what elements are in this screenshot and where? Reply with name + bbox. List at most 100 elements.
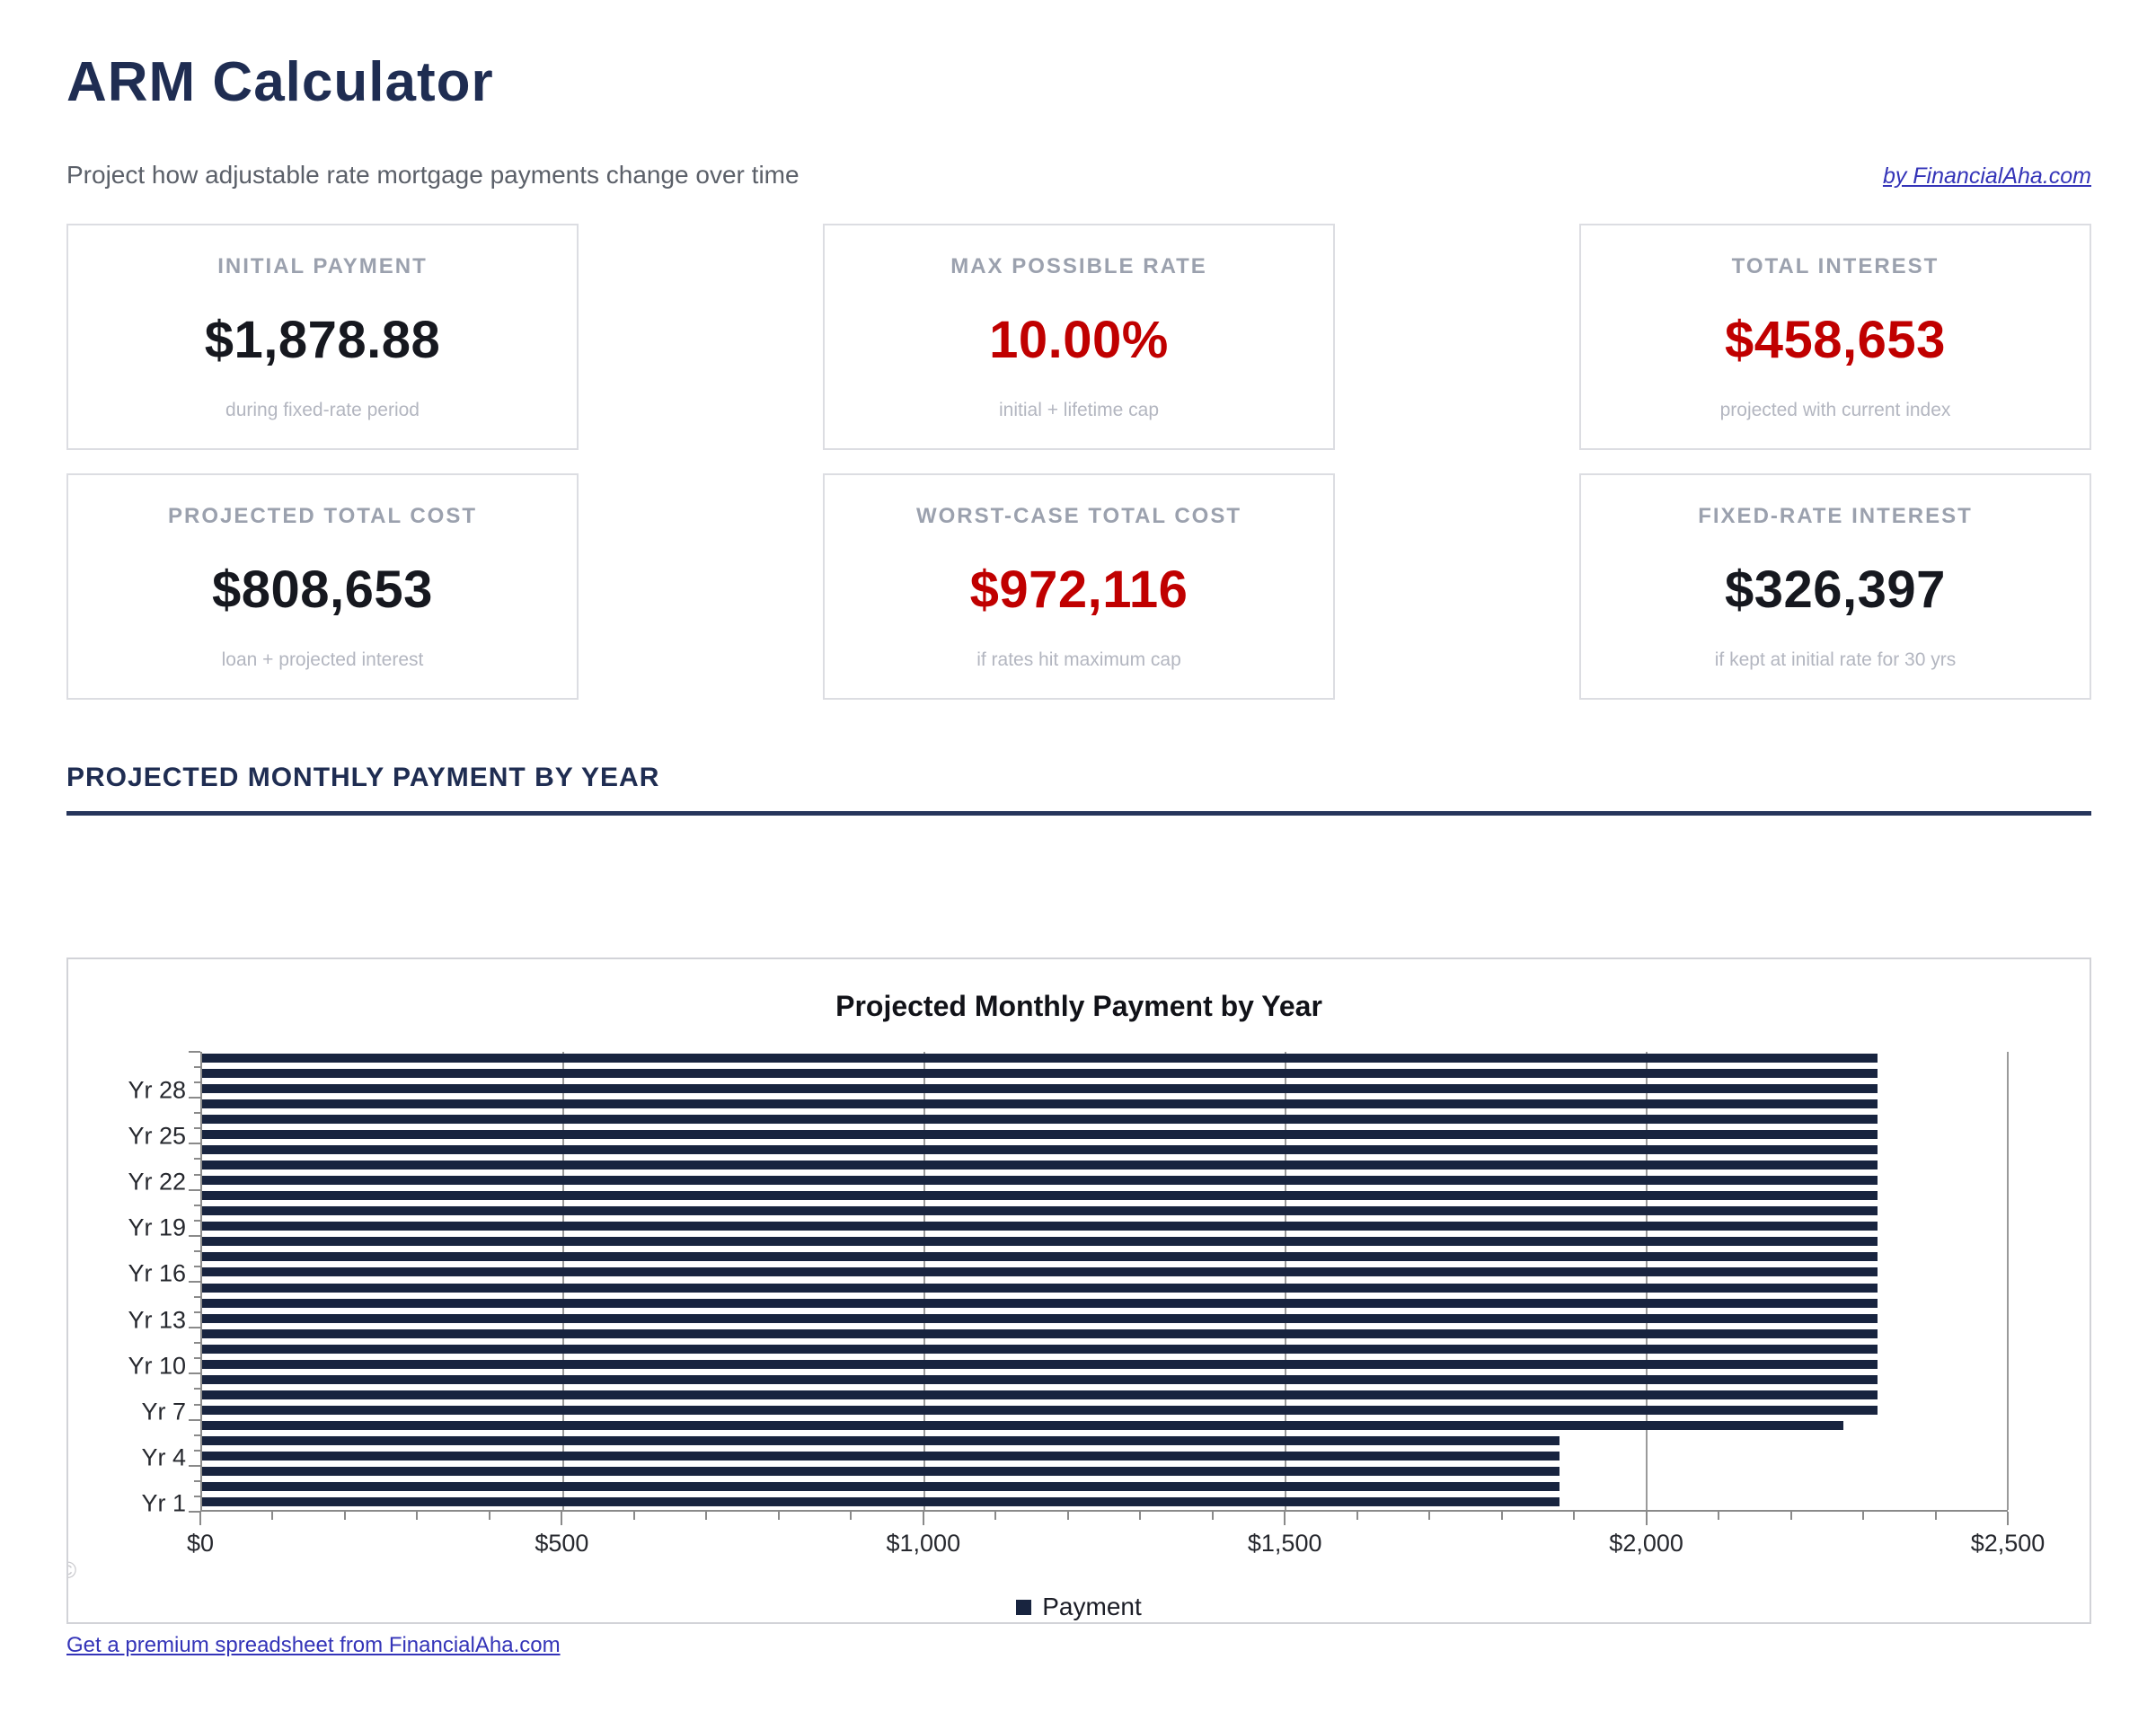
y-axis-tick: [189, 1051, 200, 1053]
stat-card-value: 10.00%: [989, 310, 1169, 369]
x-axis-tick: [705, 1512, 708, 1520]
y-axis-tick: [194, 1066, 200, 1069]
bar-yr-15: [202, 1283, 1878, 1293]
chart-title: Projected Monthly Payment by Year: [835, 990, 1322, 1022]
page-subtitle: Project how adjustable rate mortgage pay…: [66, 161, 800, 189]
x-axis-tick: [1862, 1512, 1865, 1520]
stat-card-subtext: projected with current index: [1719, 400, 1951, 420]
stat-card-label: INITIAL PAYMENT: [217, 254, 428, 278]
y-axis-tick: [194, 1219, 200, 1222]
x-axis-tick: [1934, 1512, 1937, 1520]
premium-spreadsheet-link[interactable]: Get a premium spreadsheet from Financial…: [66, 1633, 561, 1657]
y-axis-label-yr-13: Yr 13: [128, 1306, 186, 1334]
y-axis-tick: [194, 1173, 200, 1176]
x-axis-tick: [271, 1512, 274, 1520]
y-axis-tick: [194, 1296, 200, 1299]
stat-card-label: WORST-CASE TOTAL COST: [915, 504, 1241, 528]
bar-yr-27: [202, 1099, 1878, 1108]
x-axis-tick: [199, 1512, 201, 1525]
stat-card-label: FIXED-RATE INTEREST: [1698, 504, 1973, 528]
y-axis-label-yr-22: Yr 22: [128, 1168, 186, 1196]
stat-card-projected-total-cost: PROJECTED TOTAL COST $808,653 loan + proje…: [66, 473, 579, 700]
y-axis-tick: [194, 1449, 200, 1452]
x-axis-tick: [488, 1512, 490, 1520]
x-axis-tick: [1066, 1512, 1069, 1520]
y-axis-tick: [194, 1204, 200, 1206]
stat-card-value: $808,653: [212, 560, 433, 619]
bar-yr-8: [202, 1390, 1878, 1399]
y-axis-tick: [189, 1234, 200, 1237]
y-axis-tick: [189, 1418, 200, 1421]
bar-yr-28: [202, 1083, 1878, 1093]
stat-card-value: $458,653: [1725, 310, 1946, 369]
x-axis-label: $2,500: [1970, 1530, 2046, 1557]
stat-card-initial-payment: INITIAL PAYMENT $1,878.88 during fixed-rat…: [66, 224, 579, 450]
bar-yr-30: [202, 1053, 1878, 1063]
chart-legend: Payment: [68, 1593, 2090, 1621]
bar-yr-29: [202, 1068, 1878, 1078]
x-axis-tick: [1428, 1512, 1431, 1520]
y-axis-tick: [194, 1495, 200, 1497]
bar-yr-23: [202, 1161, 1878, 1169]
stat-card-subtext: initial + lifetime cap: [999, 400, 1159, 420]
y-axis-tick: [194, 1311, 200, 1314]
x-axis-tick: [1500, 1512, 1503, 1520]
stat-card-label: TOTAL INTEREST: [1731, 254, 1940, 278]
stat-card-max-possible-rate: MAX POSSIBLE RATE 10.00% initial + lifetim…: [823, 224, 1335, 450]
bar-yr-1: [202, 1497, 1560, 1507]
stat-card-subtext: during fixed-rate period: [225, 400, 420, 420]
bar-yr-20: [202, 1206, 1878, 1216]
bar-yr-24: [202, 1144, 1878, 1154]
y-axis-label-yr-10: Yr 10: [128, 1352, 186, 1380]
bar-yr-17: [202, 1252, 1878, 1262]
x-axis-label: $1,000: [886, 1530, 961, 1557]
chart-x-axis-labels: $0 $500 $1,000 $1,500 $2,000 $2,500: [187, 1530, 2045, 1562]
x-axis-label: $500: [535, 1530, 589, 1557]
legend-swatch-payment: [1016, 1599, 1032, 1615]
x-axis-tick: [1645, 1512, 1648, 1525]
stat-card-subtext: if rates hit maximum cap: [976, 649, 1181, 670]
arm-calculator-page: ARM Calculator Project how adjustable ra…: [66, 51, 2091, 1657]
gridline-2500: [2007, 1052, 2009, 1510]
bar-yr-25: [202, 1129, 1878, 1139]
x-axis-tick: [1139, 1512, 1142, 1520]
stat-card-value: $972,116: [969, 560, 1188, 619]
bar-yr-22: [202, 1176, 1878, 1186]
y-axis-label-yr-1: Yr 1: [141, 1489, 186, 1517]
y-axis-label-yr-7: Yr 7: [141, 1398, 186, 1425]
x-axis-tick: [632, 1512, 635, 1520]
y-axis-label-yr-25: Yr 25: [128, 1122, 186, 1150]
x-axis-tick: [1211, 1512, 1214, 1520]
bar-yr-7: [202, 1406, 1878, 1416]
x-axis-tick: [850, 1512, 853, 1520]
y-axis-tick: [194, 1357, 200, 1360]
y-axis-label-yr-19: Yr 19: [128, 1214, 186, 1241]
y-axis-tick: [194, 1127, 200, 1130]
chart-plot-area: Yr 1 Yr 4 Yr 7 Yr 10 Yr 13 Yr 16 Yr 19 Yr 22 Yr …: [128, 1051, 2009, 1517]
bar-yr-18: [202, 1237, 1878, 1247]
section-divider: [66, 811, 2091, 816]
y-axis-label-yr-4: Yr 4: [141, 1443, 186, 1471]
y-axis-label-yr-16: Yr 16: [128, 1259, 186, 1287]
stat-card-total-interest: TOTAL INTEREST $458,653 projected with cur…: [1579, 224, 2091, 450]
byline-link[interactable]: by FinancialAha.com: [1882, 163, 2091, 189]
bar-yr-10: [202, 1359, 1878, 1369]
stat-card-value: $326,397: [1725, 560, 1946, 619]
y-axis-tick: [189, 1097, 200, 1099]
bar-yr-9: [202, 1374, 1878, 1384]
stat-cards-grid: INITIAL PAYMENT $1,878.88 during fixed-rat…: [66, 224, 2091, 700]
x-axis-label: $1,500: [1247, 1530, 1322, 1557]
x-axis-tick: [922, 1512, 924, 1525]
gridline-500: [562, 1052, 564, 1510]
stat-card-worst-case-total-cost: WORST-CASE TOTAL COST $972,116 if rates hi…: [823, 473, 1335, 700]
page-title: ARM Calculator: [66, 51, 494, 113]
y-axis-tick: [189, 1188, 200, 1191]
stat-card-fixed-rate-interest: FIXED-RATE INTEREST $326,397 if kept at in…: [1579, 473, 2091, 700]
gridline-1000: [923, 1052, 925, 1510]
y-axis-tick: [194, 1158, 200, 1161]
bar-yr-2: [202, 1482, 1560, 1492]
bar-yr-4: [202, 1452, 1560, 1461]
y-axis-tick: [194, 1249, 200, 1252]
bar-yr-11: [202, 1344, 1878, 1354]
bar-yr-3: [202, 1467, 1560, 1477]
